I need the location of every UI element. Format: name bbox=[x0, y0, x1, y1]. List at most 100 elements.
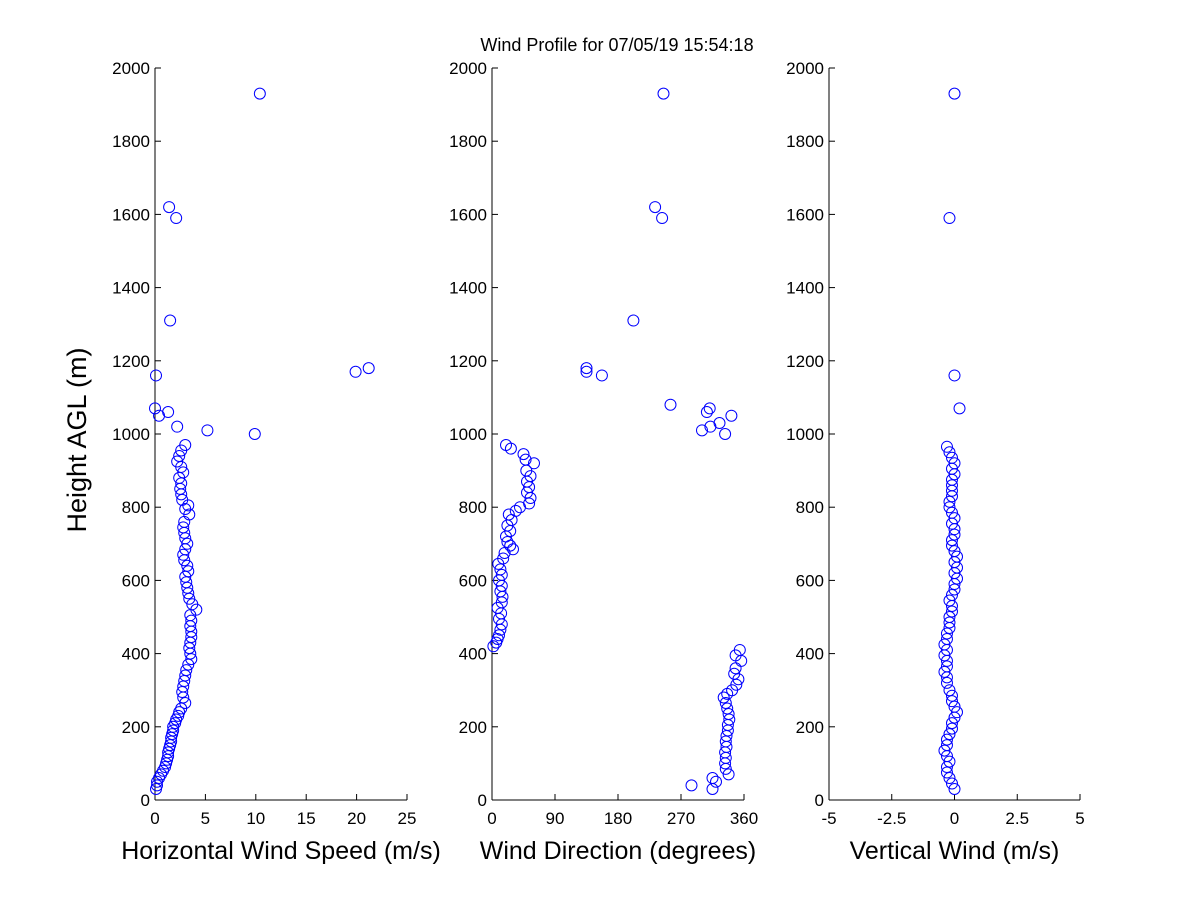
data-point-speed bbox=[171, 420, 184, 433]
data-point-direction bbox=[713, 417, 726, 430]
data-point-speed bbox=[162, 406, 175, 419]
data-point-direction bbox=[509, 504, 522, 517]
data-point-speed bbox=[182, 565, 195, 578]
data-point-direction bbox=[580, 365, 593, 378]
data-point-vertical bbox=[940, 440, 953, 453]
data-point-speed bbox=[170, 212, 183, 225]
data-point-direction bbox=[664, 398, 677, 411]
data-point-vertical bbox=[953, 402, 966, 415]
data-point-direction bbox=[700, 406, 713, 419]
y-tick-label-vertical: 400 bbox=[796, 645, 824, 664]
data-point-vertical bbox=[945, 479, 958, 492]
y-tick-label-speed: 1200 bbox=[112, 352, 150, 371]
y-tick-label-speed: 1400 bbox=[112, 279, 150, 298]
data-point-vertical bbox=[945, 717, 958, 730]
x-tick-label-speed: 25 bbox=[398, 809, 417, 828]
data-point-vertical bbox=[943, 495, 956, 508]
x-tick-label-speed: 20 bbox=[347, 809, 366, 828]
data-point-direction bbox=[706, 783, 719, 796]
y-tick-label-direction: 200 bbox=[459, 718, 487, 737]
x-tick-label-speed: 15 bbox=[297, 809, 316, 828]
data-point-direction bbox=[493, 629, 505, 642]
y-tick-label-speed: 0 bbox=[141, 791, 150, 810]
data-point-speed bbox=[185, 614, 198, 627]
data-point-vertical bbox=[943, 755, 956, 768]
y-tick-label-vertical: 800 bbox=[796, 498, 824, 517]
data-point-vertical bbox=[948, 583, 961, 596]
data-point-direction bbox=[722, 768, 735, 781]
data-point-vertical bbox=[945, 689, 958, 702]
data-point-vertical bbox=[945, 777, 958, 790]
data-point-speed bbox=[177, 466, 190, 479]
data-point-vertical bbox=[948, 87, 961, 100]
y-tick-label-direction: 1400 bbox=[449, 279, 487, 298]
data-point-speed bbox=[163, 742, 176, 755]
data-point-speed bbox=[253, 87, 266, 100]
data-point-vertical bbox=[943, 212, 956, 225]
data-point-speed bbox=[179, 697, 192, 710]
data-point-speed bbox=[179, 438, 192, 451]
data-point-direction bbox=[501, 535, 514, 548]
data-point-vertical bbox=[943, 728, 956, 741]
y-tick-label-direction: 1800 bbox=[449, 132, 487, 151]
x-tick-label-direction: 90 bbox=[546, 809, 565, 828]
data-point-direction bbox=[656, 212, 669, 225]
panel-wind-direction: 0 200 400 600 800 1000 1200 1400 1600 1800 2000 0 90… bbox=[449, 59, 758, 865]
data-point-vertical bbox=[945, 605, 958, 618]
x-tick-label-speed: 0 bbox=[150, 809, 159, 828]
data-point-speed bbox=[172, 709, 185, 722]
data-point-vertical bbox=[945, 722, 958, 735]
y-tick-label-direction: 400 bbox=[459, 645, 487, 664]
x-tick-label-speed: 5 bbox=[201, 809, 210, 828]
data-point-vertical bbox=[948, 512, 961, 525]
data-point-speed bbox=[362, 362, 375, 375]
data-point-speed bbox=[181, 559, 194, 572]
data-point-vertical bbox=[948, 457, 961, 470]
data-point-direction bbox=[627, 314, 640, 327]
x-axis-label-speed: Horizontal Wind Speed (m/s) bbox=[121, 837, 441, 865]
data-point-direction bbox=[487, 640, 500, 653]
y-tick-label-direction: 1200 bbox=[449, 352, 487, 371]
y-tick-label-direction: 2000 bbox=[449, 59, 487, 78]
y-tick-label-vertical: 2000 bbox=[786, 59, 824, 78]
data-point-direction bbox=[728, 667, 741, 680]
data-point-vertical bbox=[943, 616, 956, 629]
x-tick-label-direction: 0 bbox=[487, 809, 496, 828]
y-tick-label-vertical: 1000 bbox=[786, 425, 824, 444]
data-point-speed bbox=[248, 428, 261, 440]
data-point-vertical bbox=[940, 676, 953, 689]
data-point-speed bbox=[149, 402, 161, 415]
data-point-direction bbox=[725, 409, 738, 422]
y-tick-label-vertical: 600 bbox=[796, 571, 824, 590]
data-point-direction bbox=[721, 702, 734, 715]
x-tick-label-speed: 10 bbox=[246, 809, 265, 828]
data-point-speed bbox=[349, 365, 362, 378]
data-point-direction bbox=[649, 201, 662, 214]
y-tick-label-vertical: 1600 bbox=[786, 205, 824, 224]
data-point-speed bbox=[180, 664, 193, 677]
data-point-vertical bbox=[940, 627, 953, 640]
data-point-vertical bbox=[940, 632, 953, 645]
y-tick-label-speed: 200 bbox=[122, 718, 150, 737]
data-point-vertical bbox=[940, 739, 953, 752]
data-point-vertical bbox=[940, 733, 953, 746]
y-tick-label-vertical: 1200 bbox=[786, 352, 824, 371]
data-point-speed bbox=[177, 548, 190, 561]
data-point-speed bbox=[167, 724, 180, 737]
x-tick-label-vertical: 5 bbox=[1075, 809, 1084, 828]
y-tick-label-direction: 1600 bbox=[449, 205, 487, 224]
x-tick-label-direction: 180 bbox=[604, 809, 632, 828]
data-point-speed bbox=[179, 503, 192, 516]
data-point-direction bbox=[500, 438, 512, 451]
data-point-direction bbox=[719, 697, 732, 710]
y-tick-label-direction: 0 bbox=[478, 791, 487, 810]
data-point-direction bbox=[595, 369, 608, 382]
panel-horizontal-wind-speed: 0 200 400 600 800 1000 1200 1400 1600 1800 2000 0 5 1… bbox=[112, 59, 441, 865]
data-point-direction bbox=[719, 428, 732, 440]
x-tick-label-vertical: 2.5 bbox=[1005, 809, 1029, 828]
data-point-speed bbox=[169, 717, 182, 730]
y-tick-label-vertical: 200 bbox=[796, 718, 824, 737]
x-tick-label-vertical: 0 bbox=[950, 809, 959, 828]
data-point-speed bbox=[173, 449, 186, 462]
data-point-vertical bbox=[951, 550, 964, 563]
